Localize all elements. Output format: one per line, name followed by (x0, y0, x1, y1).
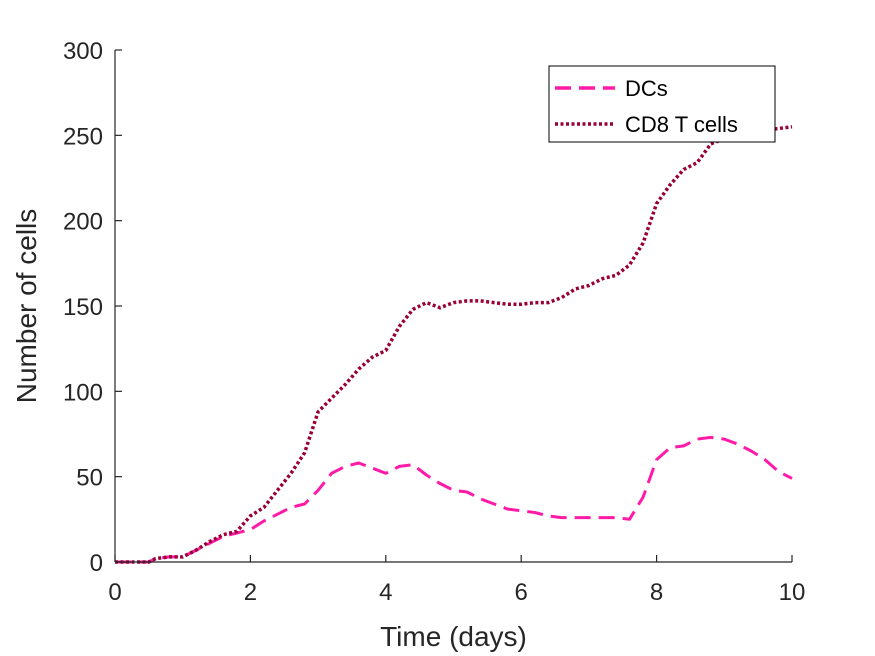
legend-label-2: CD8 T cells (625, 112, 738, 137)
x-tick-labels: 0 2 4 6 8 10 (108, 579, 805, 606)
y-tick-label: 150 (63, 294, 103, 321)
y-tick-label: 300 (63, 38, 103, 65)
y-axis-label: Number of cells (11, 209, 42, 404)
series-line-1 (115, 435, 793, 564)
x-axis-label: Time (days) (380, 621, 527, 652)
tick-marks (114, 49, 793, 563)
x-tick-label: 10 (779, 579, 806, 606)
y-tick-label: 100 (63, 379, 103, 406)
legend-label-1: DCs (625, 76, 668, 101)
x-tick-label: 6 (515, 579, 528, 606)
series-layer (115, 125, 793, 564)
legend-box (548, 65, 776, 143)
y-tick-label: 50 (76, 465, 103, 492)
y-tick-labels: 0 50 100 150 200 250 300 (63, 38, 103, 577)
x-tick-label: 2 (244, 579, 257, 606)
y-tick-label: 250 (63, 123, 103, 150)
y-tick-label: 200 (63, 209, 103, 236)
x-tick-label: 4 (379, 579, 392, 606)
y-tick-label: 0 (90, 550, 103, 577)
series-line-2 (115, 125, 793, 564)
x-tick-label: 8 (650, 579, 663, 606)
legend: DCs CD8 T cells (548, 65, 776, 143)
x-tick-label: 0 (108, 579, 121, 606)
